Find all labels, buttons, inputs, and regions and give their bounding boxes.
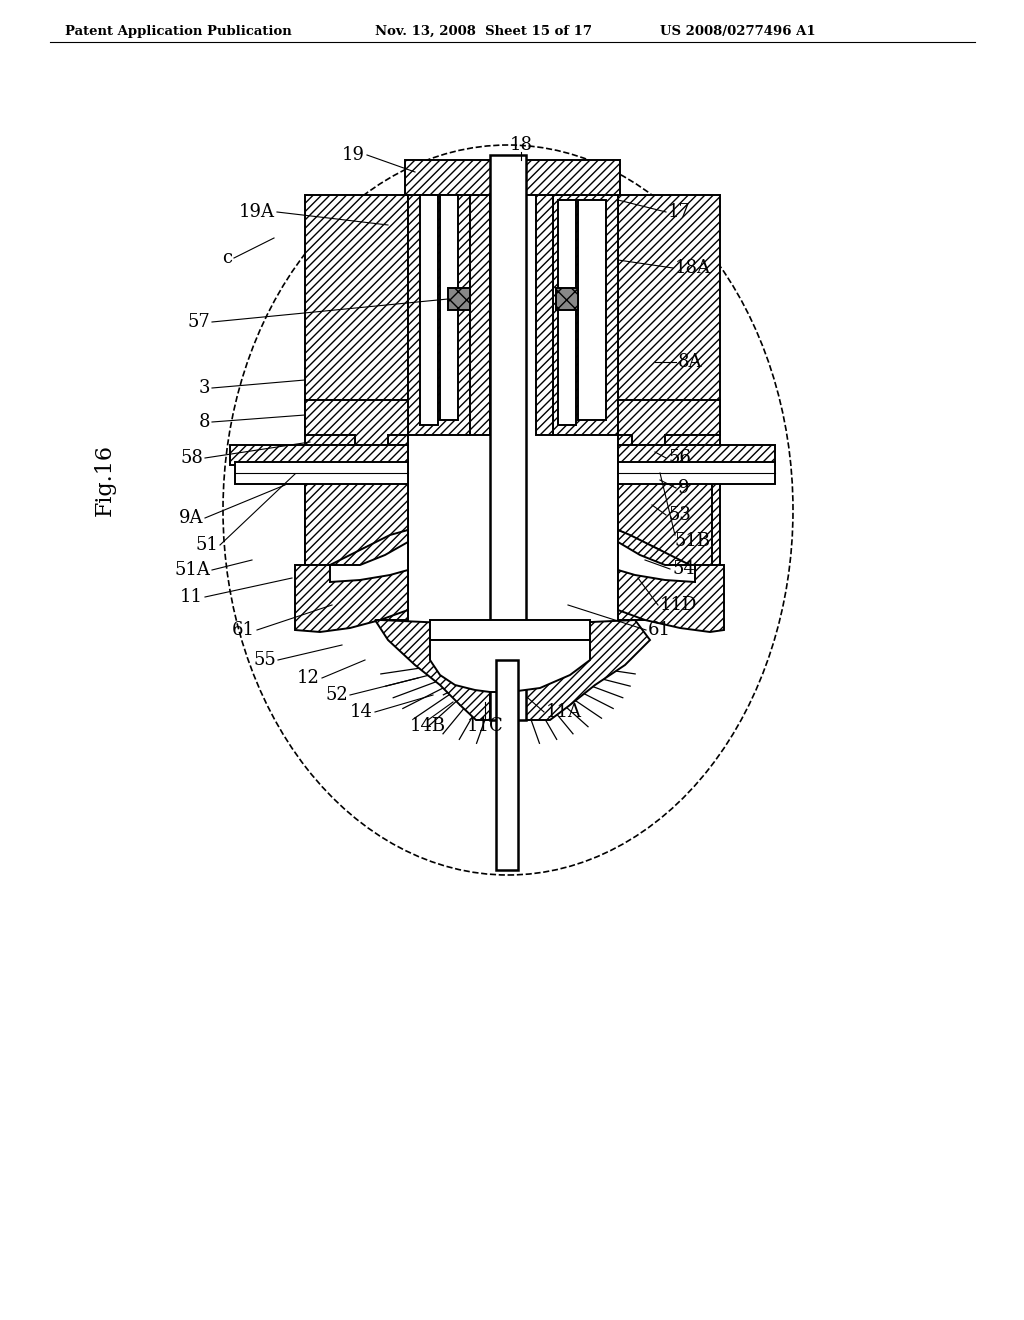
- Text: 3: 3: [199, 379, 210, 397]
- Text: 57: 57: [187, 313, 210, 331]
- Text: Nov. 13, 2008  Sheet 15 of 17: Nov. 13, 2008 Sheet 15 of 17: [375, 25, 592, 38]
- Bar: [578, 201, 606, 420]
- Bar: [558, 201, 575, 425]
- Polygon shape: [618, 531, 724, 632]
- Text: 19: 19: [342, 147, 365, 164]
- Bar: [440, 195, 458, 420]
- Text: Fig.16: Fig.16: [94, 444, 116, 516]
- Polygon shape: [618, 400, 720, 465]
- Bar: [556, 288, 578, 310]
- Text: 58: 58: [180, 449, 203, 467]
- Text: 52: 52: [326, 686, 348, 704]
- Text: 51: 51: [196, 536, 218, 554]
- Polygon shape: [618, 462, 775, 484]
- Polygon shape: [305, 400, 408, 465]
- Text: 11C: 11C: [467, 717, 504, 735]
- Bar: [490, 154, 526, 719]
- Bar: [553, 195, 618, 436]
- Polygon shape: [618, 445, 775, 480]
- Text: c: c: [222, 249, 232, 267]
- Text: 51B: 51B: [675, 532, 711, 550]
- Polygon shape: [435, 642, 585, 689]
- Text: 9: 9: [678, 479, 689, 498]
- Text: 11A: 11A: [546, 704, 582, 721]
- Text: 11: 11: [180, 587, 203, 606]
- Text: 55: 55: [253, 651, 276, 669]
- Bar: [536, 195, 553, 436]
- Bar: [408, 195, 470, 436]
- Text: 18A: 18A: [675, 259, 711, 277]
- Text: 9A: 9A: [178, 510, 203, 527]
- Text: 56: 56: [668, 449, 691, 467]
- Text: Patent Application Publication: Patent Application Publication: [65, 25, 292, 38]
- Polygon shape: [430, 640, 590, 692]
- Text: 51A: 51A: [174, 561, 210, 579]
- Bar: [496, 660, 518, 870]
- Polygon shape: [375, 620, 490, 719]
- Text: 14B: 14B: [410, 717, 446, 735]
- Text: 12: 12: [297, 669, 319, 686]
- Bar: [420, 195, 438, 425]
- Text: 8A: 8A: [678, 352, 702, 371]
- Polygon shape: [526, 620, 650, 719]
- Text: 61: 61: [232, 620, 255, 639]
- Polygon shape: [305, 480, 408, 579]
- Bar: [430, 620, 590, 640]
- Polygon shape: [618, 195, 720, 620]
- Polygon shape: [305, 195, 408, 620]
- Text: 19A: 19A: [239, 203, 275, 220]
- Text: 8: 8: [199, 413, 210, 432]
- Polygon shape: [230, 445, 408, 480]
- Polygon shape: [330, 543, 408, 582]
- Bar: [449, 288, 470, 310]
- Text: 61: 61: [648, 620, 671, 639]
- Polygon shape: [234, 462, 408, 484]
- Text: 14: 14: [350, 704, 373, 721]
- Bar: [470, 195, 490, 436]
- Polygon shape: [618, 543, 695, 582]
- Text: 11D: 11D: [660, 597, 697, 614]
- Polygon shape: [295, 531, 408, 632]
- Text: 18: 18: [510, 136, 532, 154]
- Polygon shape: [618, 480, 712, 579]
- Text: 53: 53: [668, 506, 691, 524]
- Text: US 2008/0277496 A1: US 2008/0277496 A1: [660, 25, 816, 38]
- Text: 54: 54: [672, 560, 694, 578]
- Text: 17: 17: [668, 203, 691, 220]
- Bar: [406, 160, 620, 195]
